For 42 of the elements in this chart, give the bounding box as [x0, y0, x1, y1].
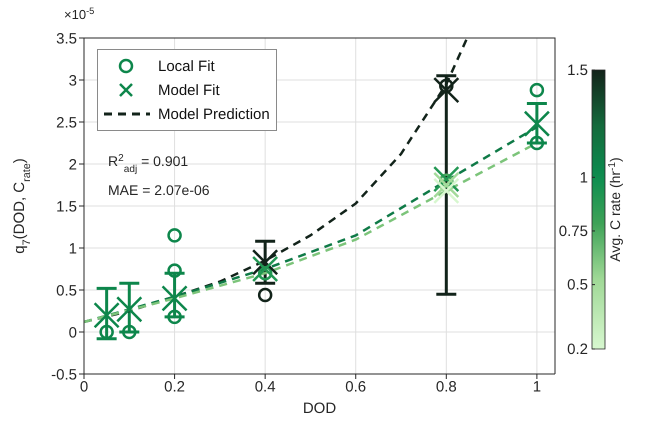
annotation: MAE = 2.07e-06 [108, 182, 210, 198]
point [530, 136, 544, 150]
color-bar-label: 0.2 [567, 341, 588, 358]
annotation: R$^{2}$$_{adj}$ = 0.901 [108, 152, 188, 174]
y-tick-label: 3 [68, 72, 77, 90]
point [116, 296, 143, 323]
legend-label: Model Prediction [158, 106, 270, 122]
point [252, 249, 278, 276]
point [122, 324, 137, 340]
x-tick-label: 0.8 [436, 378, 457, 396]
x-tick-label: 0.2 [164, 378, 186, 396]
x-tick-label: 0.6 [345, 378, 366, 396]
point [524, 110, 550, 137]
color-bar-label: 1.5 [567, 62, 588, 79]
y-tick-label: 2 [68, 156, 77, 174]
point [93, 302, 120, 328]
text: ×10$^{-5}$ [64, 6, 94, 22]
point [167, 310, 182, 324]
y-tick-label: -0.5 [51, 366, 77, 384]
point [258, 266, 272, 280]
color-bar-label: 0.75 [558, 222, 588, 240]
point [530, 82, 544, 98]
color-bar-label: 0.5 [567, 276, 588, 294]
x-tick-label: 0.4 [254, 378, 276, 396]
color-bar-label: 1 [580, 169, 588, 186]
y-tick-label: 1.5 [56, 198, 77, 216]
point [439, 78, 454, 94]
x-axis-title: DOD [302, 400, 336, 417]
legend-label: Local Fit [158, 58, 215, 74]
x-tick-label: 0 [80, 378, 88, 396]
point [167, 263, 182, 278]
point [99, 324, 114, 340]
y-tick-label: 1 [68, 240, 77, 258]
point [258, 288, 272, 302]
y-tick-label: 2.5 [56, 114, 77, 132]
y-tick-label: 3.5 [56, 30, 77, 48]
x-tick-label: 1 [532, 378, 542, 396]
legend-label: Model Fit [158, 82, 220, 98]
y-tick-label: 0.5 [56, 282, 77, 300]
point [167, 228, 182, 243]
y-tick-label: 0 [68, 324, 77, 342]
point [433, 76, 460, 104]
